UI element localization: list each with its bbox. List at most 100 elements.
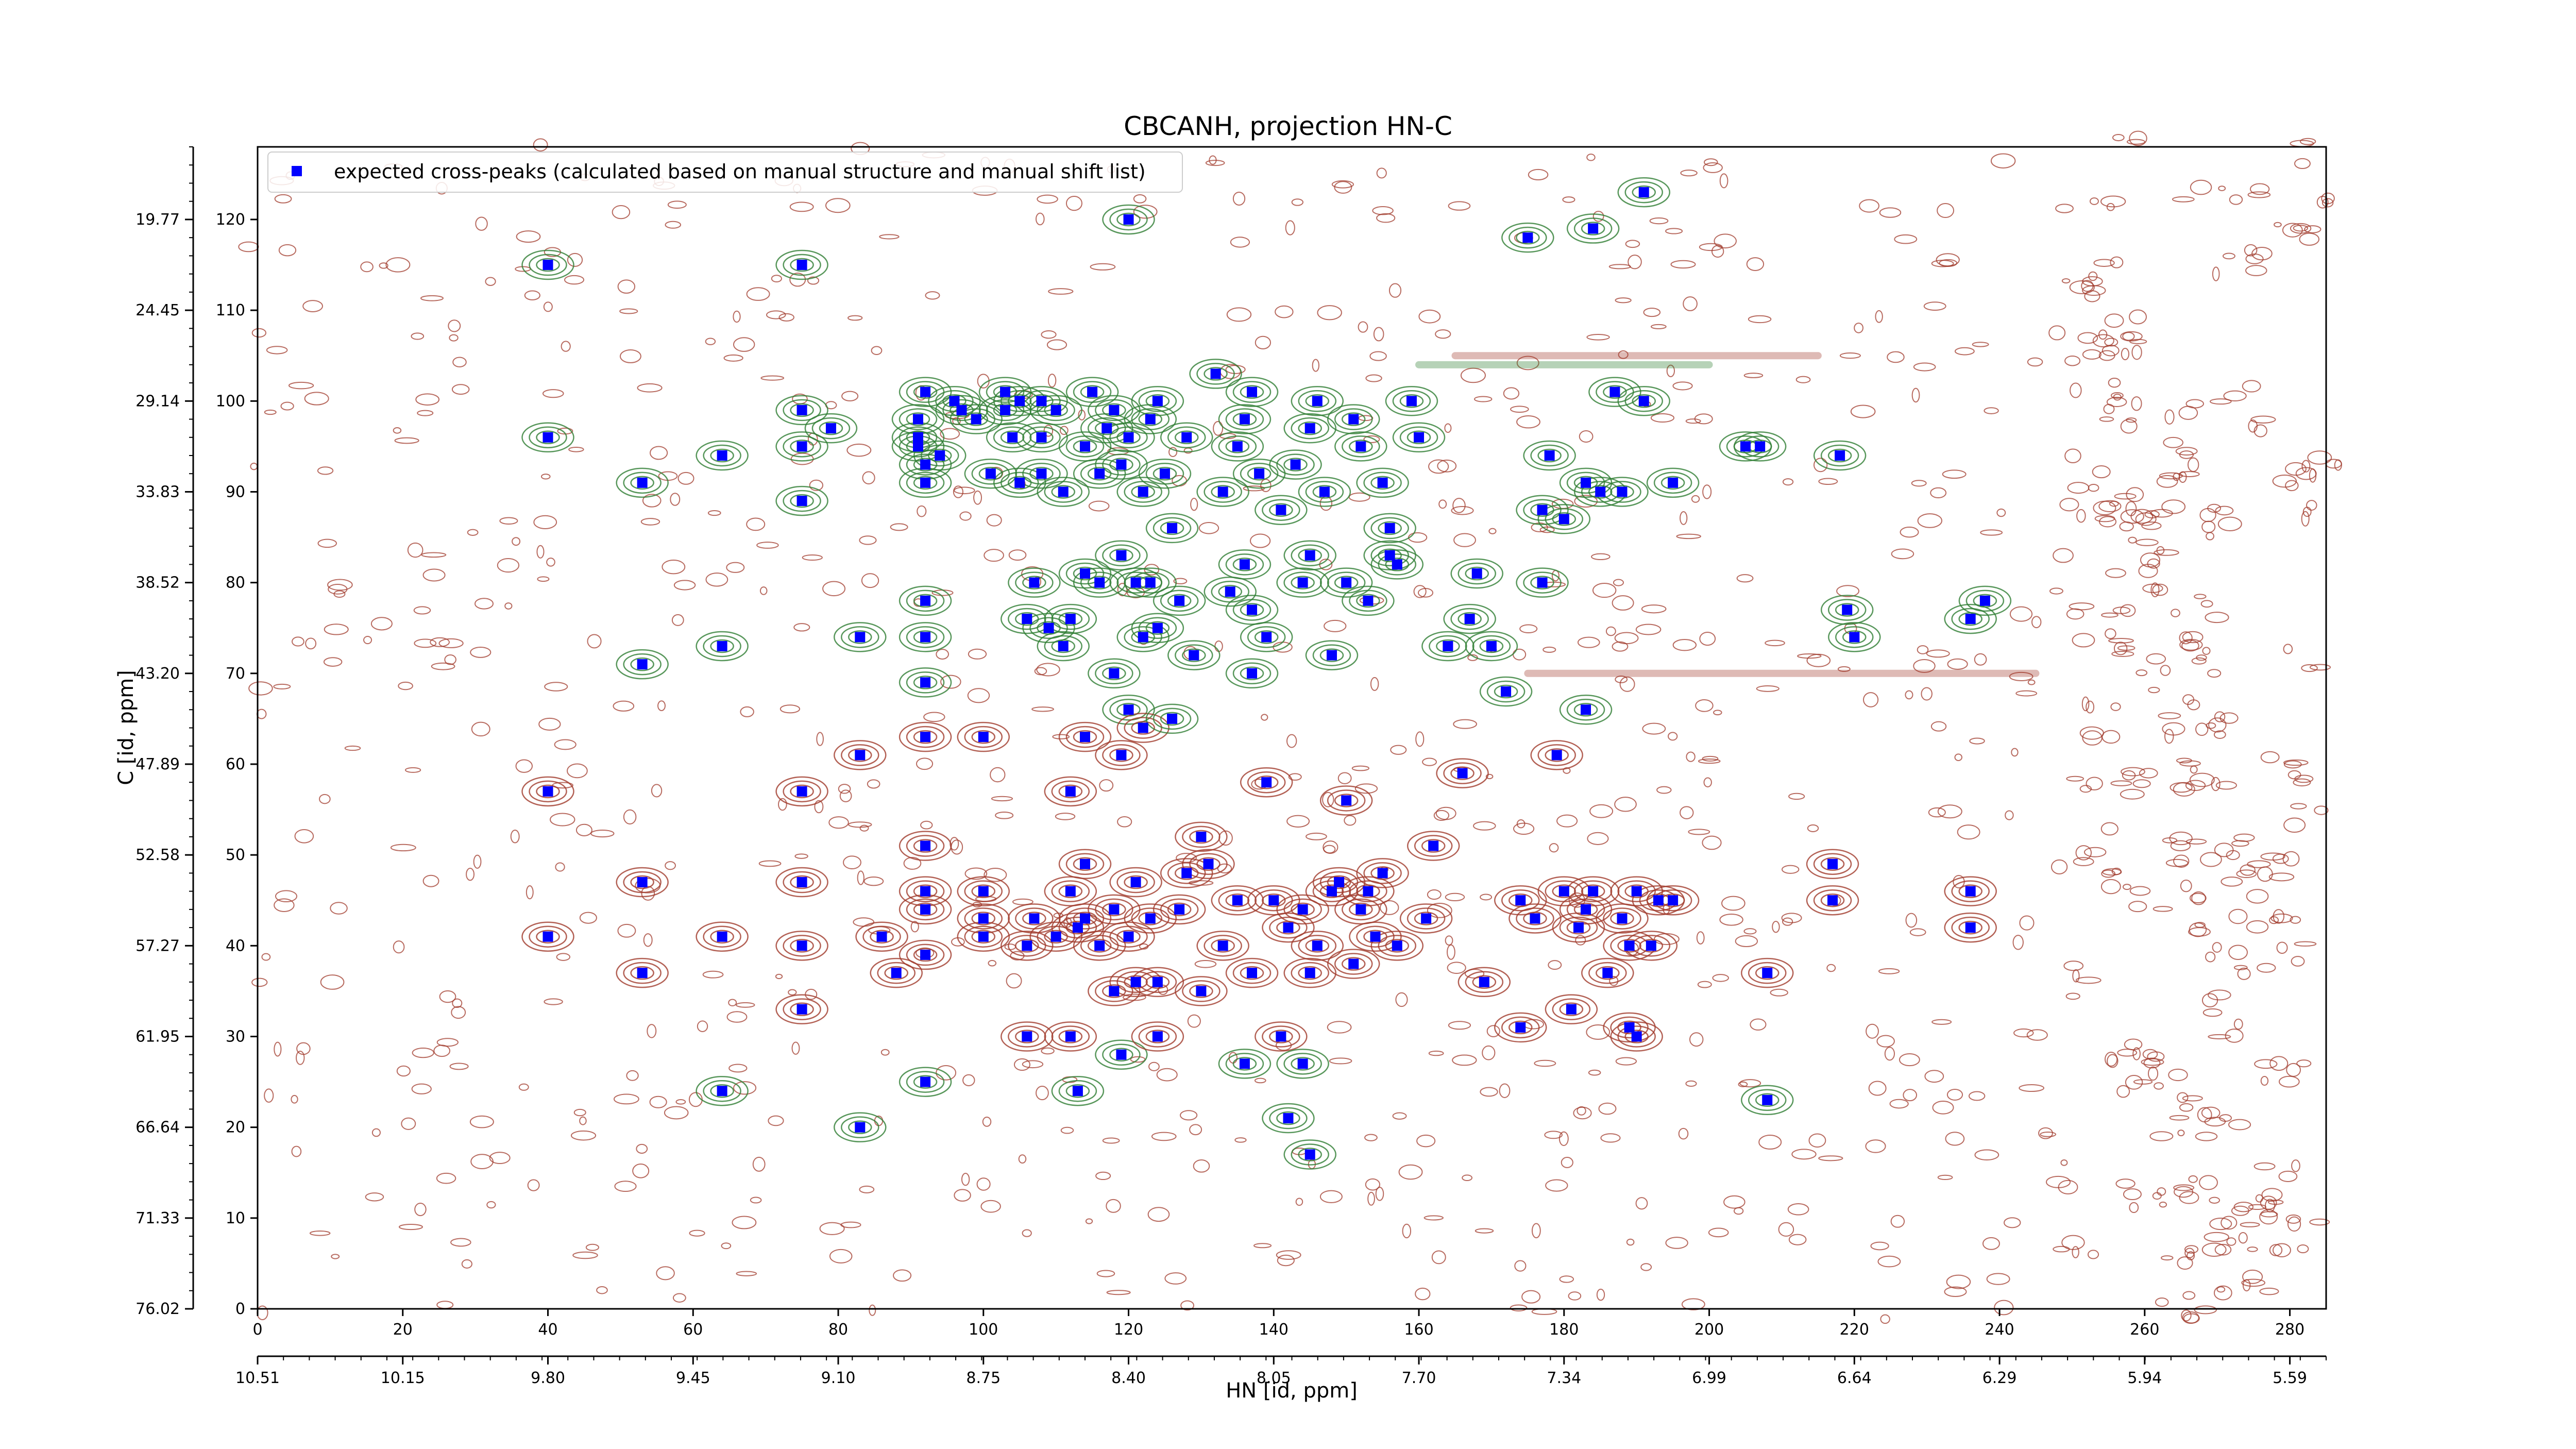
- peak-contour: [1341, 412, 1366, 426]
- background-contour: [1913, 362, 1936, 372]
- background-contour: [2321, 198, 2334, 208]
- peak-contour: [913, 385, 938, 399]
- cross-peak-point: [855, 1122, 866, 1133]
- peak-contour: [1530, 576, 1554, 589]
- cross-peak-point: [912, 432, 923, 443]
- background-contour: [1974, 1149, 1999, 1160]
- peak-contour: [1254, 630, 1279, 644]
- background-contour: [1516, 356, 1539, 370]
- background-contour: [2294, 774, 2314, 783]
- background-contour: [2117, 1049, 2138, 1057]
- background-contour: [585, 1243, 600, 1251]
- background-contour: [1516, 819, 1526, 829]
- background-contour: [846, 443, 872, 457]
- peak-contour: [1109, 458, 1133, 471]
- peak-contour: [1472, 635, 1511, 658]
- peak-contour: [1167, 640, 1221, 670]
- secondary-x-tick-label: 9.80: [531, 1369, 565, 1387]
- peak-contour: [1385, 386, 1438, 416]
- cross-peak-point: [1624, 1022, 1635, 1033]
- background-contour: [573, 1108, 586, 1117]
- cross-peak-point: [1304, 550, 1315, 561]
- peak-contour: [1370, 476, 1395, 490]
- cross-peak-point: [1276, 1031, 1286, 1042]
- cross-peak-point: [949, 396, 960, 407]
- peak-contour: [1820, 893, 1845, 907]
- cross-peak-point: [1965, 922, 1976, 933]
- cross-peak-point: [1319, 486, 1330, 497]
- background-contour: [1795, 376, 1811, 383]
- secondary-x-tick-label: 9.10: [821, 1369, 856, 1387]
- background-contour: [2089, 197, 2099, 205]
- peak-contour: [1298, 966, 1322, 980]
- peak-contour: [783, 935, 821, 957]
- background-contour: [2104, 338, 2119, 347]
- background-contour: [1703, 777, 1712, 787]
- cross-peak-point: [1080, 568, 1090, 579]
- peak-contour: [1218, 404, 1272, 434]
- cross-peak-point: [1588, 886, 1599, 897]
- background-contour: [2219, 1114, 2232, 1122]
- cross-peak-point: [1522, 232, 1533, 243]
- cross-peak-point: [1210, 368, 1221, 379]
- background-contour: [1592, 211, 1604, 222]
- background-contour: [546, 558, 555, 567]
- background-contour: [1713, 710, 1722, 716]
- background-contour: [1680, 806, 1694, 819]
- background-contour: [2105, 568, 2126, 578]
- background-contour: [497, 558, 520, 573]
- peak-contour: [1138, 458, 1192, 489]
- peak-contour: [1160, 712, 1184, 726]
- peak-contour: [1639, 939, 1664, 953]
- background-contour: [1055, 813, 1076, 820]
- cross-peak-point: [1304, 423, 1315, 434]
- background-contour: [789, 201, 814, 212]
- background-contour: [2181, 639, 2199, 652]
- background-contour: [2067, 482, 2090, 494]
- background-contour: [1164, 1272, 1187, 1285]
- background-contour: [544, 682, 568, 692]
- background-contour: [951, 839, 963, 855]
- background-contour: [2123, 1188, 2142, 1201]
- background-contour: [2087, 1250, 2099, 1259]
- background-contour: [829, 1249, 853, 1263]
- cross-peak-point: [1515, 895, 1526, 906]
- background-contour: [2173, 854, 2190, 868]
- peak-contour: [1044, 635, 1082, 658]
- background-contour: [1253, 1243, 1272, 1249]
- background-contour: [2111, 651, 2134, 657]
- peak-contour: [1298, 548, 1322, 563]
- background-contour: [893, 1269, 912, 1282]
- background-contour: [1558, 1131, 1569, 1147]
- background-contour: [1096, 1270, 1115, 1277]
- background-contour: [2143, 1057, 2161, 1069]
- peak-contour: [1748, 962, 1787, 984]
- cross-peak-point: [1530, 913, 1540, 924]
- background-contour: [726, 1011, 748, 1023]
- cross-peak-point: [1043, 622, 1054, 633]
- background-contour: [1004, 943, 1016, 950]
- background-contour: [296, 1051, 305, 1065]
- background-contour: [1514, 1260, 1527, 1272]
- background-contour: [2240, 864, 2256, 876]
- cross-peak-point: [1116, 550, 1127, 561]
- background-contour: [995, 811, 1014, 819]
- background-contour: [2120, 331, 2143, 342]
- background-contour: [756, 542, 779, 549]
- background-contour: [396, 1065, 411, 1077]
- peak-contour: [1944, 876, 1997, 906]
- cross-peak-point: [978, 931, 989, 942]
- background-contour: [2063, 961, 2084, 971]
- peak-contour: [1827, 599, 1867, 621]
- background-contour: [1680, 170, 1698, 177]
- background-contour: [2141, 1058, 2164, 1066]
- background-contour: [705, 338, 716, 345]
- background-contour: [516, 230, 541, 243]
- background-contour: [1036, 663, 1060, 677]
- cross-peak-point: [1247, 668, 1258, 679]
- background-contour: [2244, 244, 2258, 257]
- peak-contour: [848, 748, 872, 762]
- cross-peak-point: [1842, 604, 1853, 615]
- peak-contour: [1588, 962, 1627, 984]
- background-contour: [568, 446, 584, 452]
